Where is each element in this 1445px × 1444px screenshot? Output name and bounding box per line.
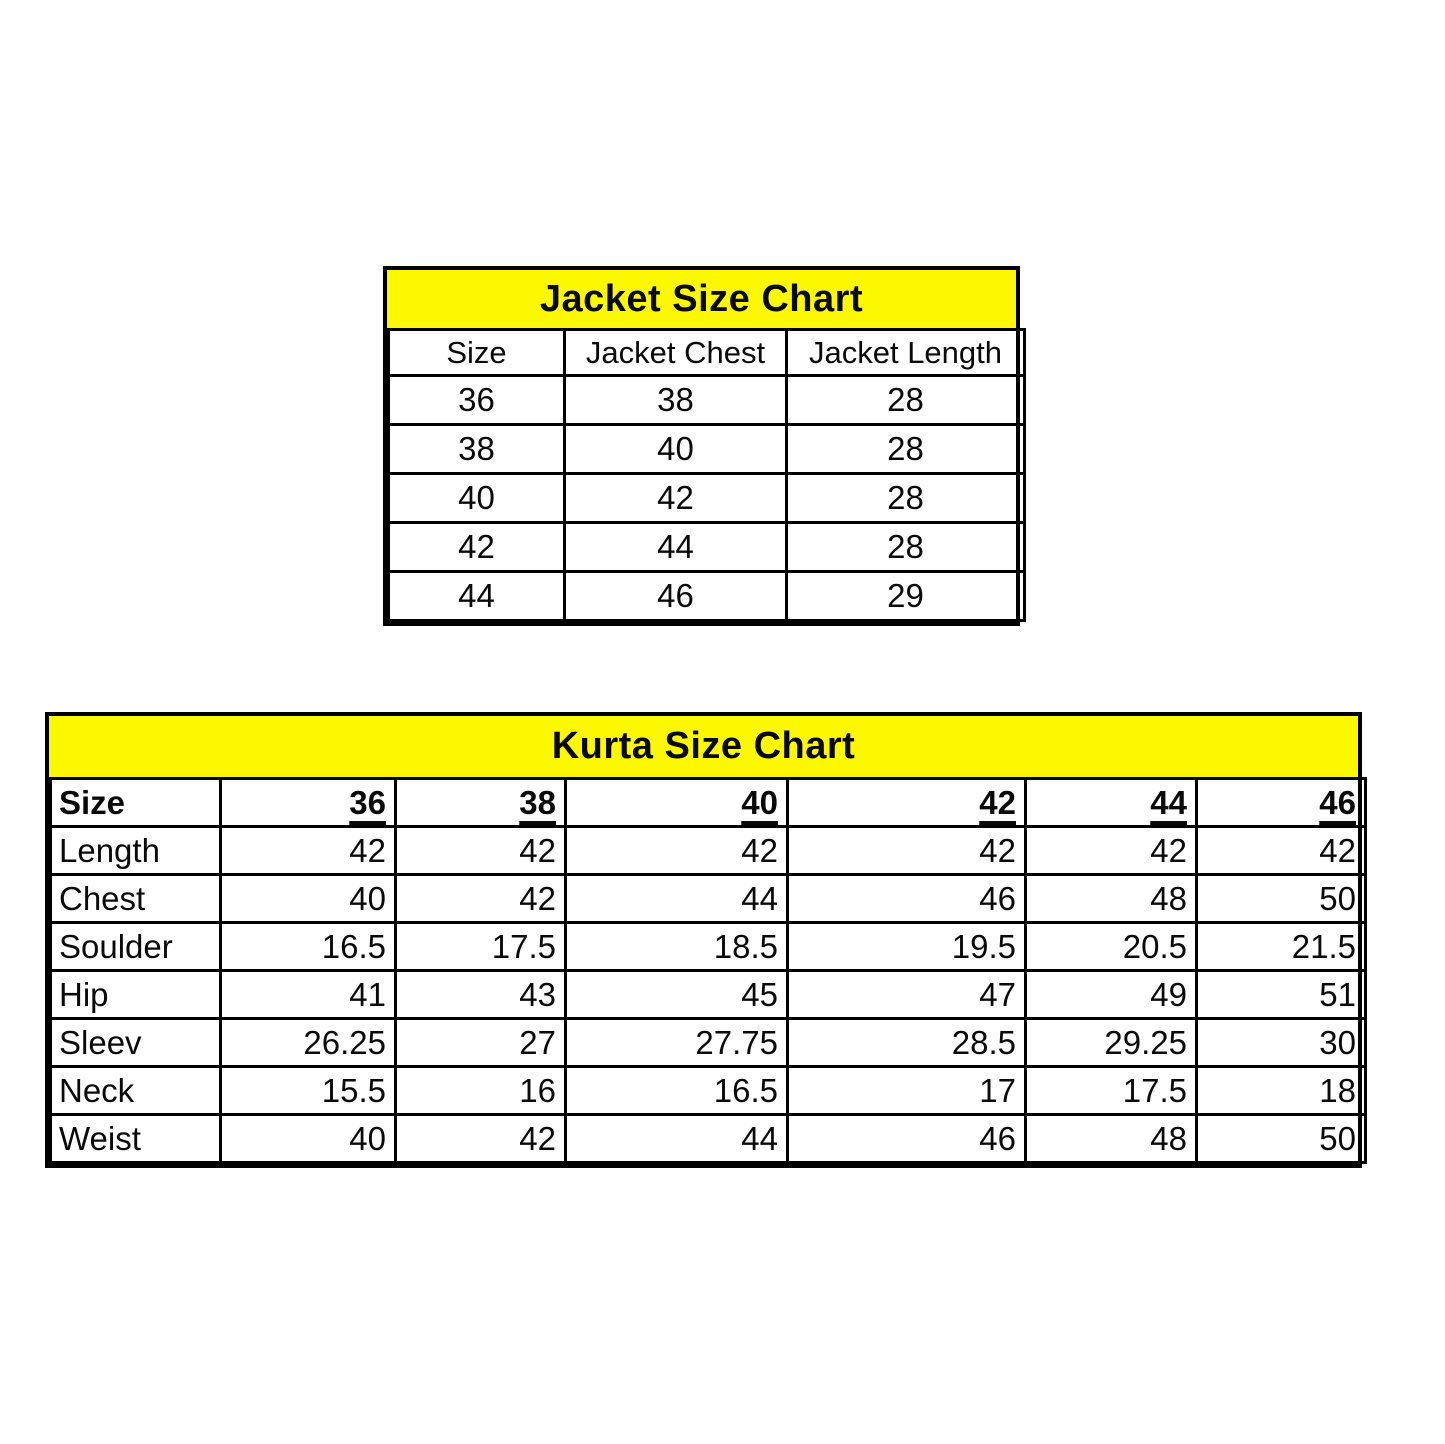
jacket-cell: 42 bbox=[387, 521, 566, 573]
kurta-cell: 51 bbox=[1195, 969, 1367, 1020]
kurta-cell: 48 bbox=[1024, 873, 1198, 924]
jacket-cell: 38 bbox=[563, 374, 788, 426]
jacket-cell: 40 bbox=[387, 472, 566, 524]
kurta-chart-title: Kurta Size Chart bbox=[49, 716, 1358, 777]
kurta-cell: 43 bbox=[394, 969, 567, 1020]
kurta-cell: 15.5 bbox=[219, 1065, 397, 1116]
kurta-cell: 40 bbox=[219, 1113, 397, 1164]
kurta-cell: 50 bbox=[1195, 1113, 1367, 1164]
kurta-cell: 46 bbox=[786, 873, 1027, 924]
jacket-table-row: 40 42 28 bbox=[387, 472, 1026, 524]
kurta-size-header: 40 bbox=[564, 777, 789, 828]
kurta-cell: 42 bbox=[219, 825, 397, 876]
kurta-cell: 29.25 bbox=[1024, 1017, 1198, 1068]
kurta-cell: 40 bbox=[219, 873, 397, 924]
kurta-table-row: Soulder 16.5 17.5 18.5 19.5 20.5 21.5 bbox=[49, 921, 1367, 972]
kurta-cell: 50 bbox=[1195, 873, 1367, 924]
kurta-cell: 17.5 bbox=[394, 921, 567, 972]
kurta-cell: 44 bbox=[564, 873, 789, 924]
jacket-size-chart: Jacket Size Chart Size Jacket Chest Jacket… bbox=[383, 266, 1026, 626]
kurta-row-label: Sleev bbox=[49, 1017, 222, 1068]
jacket-table-row: 44 46 29 bbox=[387, 570, 1026, 622]
kurta-size-header: 46 bbox=[1195, 777, 1367, 828]
kurta-cell: 45 bbox=[564, 969, 789, 1020]
jacket-cell: 44 bbox=[387, 570, 566, 622]
jacket-cell: 46 bbox=[563, 570, 788, 622]
jacket-column-header: Jacket Length bbox=[785, 328, 1026, 377]
jacket-cell: 28 bbox=[785, 521, 1026, 573]
kurta-cell: 42 bbox=[786, 825, 1027, 876]
kurta-size-chart: Kurta Size Chart Size 36 38 40 42 44 46 Length 4… bbox=[45, 712, 1367, 1168]
kurta-cell: 49 bbox=[1024, 969, 1198, 1020]
jacket-cell: 28 bbox=[785, 472, 1026, 524]
kurta-size-header-row: Size 36 38 40 42 44 46 bbox=[49, 777, 1367, 828]
kurta-cell: 26.25 bbox=[219, 1017, 397, 1068]
kurta-cell: 27.75 bbox=[564, 1017, 789, 1068]
kurta-cell: 42 bbox=[1024, 825, 1198, 876]
kurta-cell: 30 bbox=[1195, 1017, 1367, 1068]
kurta-table-row: Chest 40 42 44 46 48 50 bbox=[49, 873, 1367, 924]
jacket-cell: 36 bbox=[387, 374, 566, 426]
kurta-cell: 42 bbox=[394, 1113, 567, 1164]
kurta-cell: 46 bbox=[786, 1113, 1027, 1164]
kurta-cell: 16 bbox=[394, 1065, 567, 1116]
kurta-cell: 47 bbox=[786, 969, 1027, 1020]
kurta-cell: 42 bbox=[394, 873, 567, 924]
kurta-cell: 17.5 bbox=[1024, 1065, 1198, 1116]
kurta-cell: 19.5 bbox=[786, 921, 1027, 972]
jacket-table-body: 36 38 28 38 40 28 40 42 28 42 44 28 44 46 29 bbox=[387, 374, 1026, 622]
kurta-size-header: 44 bbox=[1024, 777, 1198, 828]
kurta-size-header: 38 bbox=[394, 777, 567, 828]
kurta-table-body: Size 36 38 40 42 44 46 Length 42 42 42 42 42 42 Chest 4… bbox=[49, 777, 1367, 1164]
kurta-cell: 21.5 bbox=[1195, 921, 1367, 972]
kurta-row-label: Soulder bbox=[49, 921, 222, 972]
kurta-cell: 18 bbox=[1195, 1065, 1367, 1116]
jacket-cell: 42 bbox=[563, 472, 788, 524]
kurta-table-row: Length 42 42 42 42 42 42 bbox=[49, 825, 1367, 876]
kurta-cell: 28.5 bbox=[786, 1017, 1027, 1068]
kurta-table-row: Hip 41 43 45 47 49 51 bbox=[49, 969, 1367, 1020]
kurta-row-label: Chest bbox=[49, 873, 222, 924]
jacket-cell: 29 bbox=[785, 570, 1026, 622]
kurta-cell: 16.5 bbox=[564, 1065, 789, 1116]
kurta-cell: 27 bbox=[394, 1017, 567, 1068]
jacket-cell: 38 bbox=[387, 423, 566, 475]
jacket-column-header: Size bbox=[387, 328, 566, 377]
jacket-column-header: Jacket Chest bbox=[563, 328, 788, 377]
kurta-table: Size 36 38 40 42 44 46 Length 42 42 42 42 42 42 Chest 4… bbox=[49, 777, 1367, 1164]
kurta-cell: 16.5 bbox=[219, 921, 397, 972]
kurta-row-label: Hip bbox=[49, 969, 222, 1020]
kurta-cell: 44 bbox=[564, 1113, 789, 1164]
kurta-table-row: Sleev 26.25 27 27.75 28.5 29.25 30 bbox=[49, 1017, 1367, 1068]
kurta-size-header: 42 bbox=[786, 777, 1027, 828]
kurta-size-header: 36 bbox=[219, 777, 397, 828]
kurta-row-label: Length bbox=[49, 825, 222, 876]
kurta-cell: 17 bbox=[786, 1065, 1027, 1116]
kurta-row-label: Weist bbox=[49, 1113, 222, 1164]
jacket-cell: 28 bbox=[785, 374, 1026, 426]
kurta-cell: 48 bbox=[1024, 1113, 1198, 1164]
kurta-cell: 42 bbox=[564, 825, 789, 876]
kurta-cell: 18.5 bbox=[564, 921, 789, 972]
jacket-table: Size Jacket Chest Jacket Length 36 38 28 38 40… bbox=[387, 328, 1026, 622]
jacket-table-row: 42 44 28 bbox=[387, 521, 1026, 573]
jacket-header-row: Size Jacket Chest Jacket Length bbox=[387, 328, 1026, 377]
jacket-cell: 44 bbox=[563, 521, 788, 573]
jacket-cell: 28 bbox=[785, 423, 1026, 475]
kurta-size-row-label: Size bbox=[49, 777, 222, 828]
jacket-table-row: 36 38 28 bbox=[387, 374, 1026, 426]
kurta-row-label: Neck bbox=[49, 1065, 222, 1116]
jacket-table-row: 38 40 28 bbox=[387, 423, 1026, 475]
kurta-cell: 42 bbox=[1195, 825, 1367, 876]
kurta-cell: 41 bbox=[219, 969, 397, 1020]
jacket-chart-title: Jacket Size Chart bbox=[387, 270, 1016, 328]
kurta-table-row: Neck 15.5 16 16.5 17 17.5 18 bbox=[49, 1065, 1367, 1116]
kurta-table-row: Weist 40 42 44 46 48 50 bbox=[49, 1113, 1367, 1164]
kurta-cell: 20.5 bbox=[1024, 921, 1198, 972]
jacket-cell: 40 bbox=[563, 423, 788, 475]
jacket-table-head: Size Jacket Chest Jacket Length bbox=[387, 328, 1026, 377]
kurta-cell: 42 bbox=[394, 825, 567, 876]
